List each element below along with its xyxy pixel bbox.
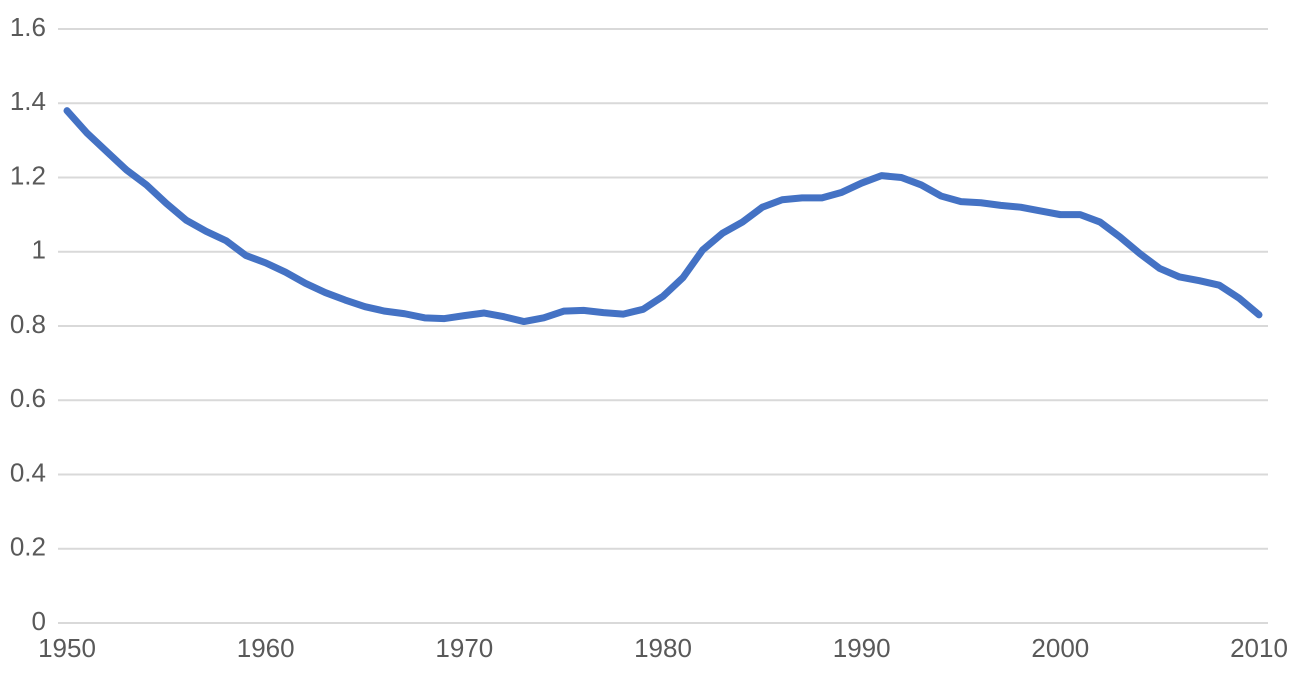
y-tick-label: 1.2 (10, 160, 46, 190)
x-tick-label: 2010 (1230, 633, 1288, 663)
y-tick-label: 0 (32, 606, 46, 636)
y-tick-label: 1.6 (10, 12, 46, 42)
x-tick-label: 1960 (237, 633, 295, 663)
y-tick-label: 1.4 (10, 86, 46, 116)
y-tick-label: 0.2 (10, 532, 46, 562)
x-tick-label: 1990 (833, 633, 891, 663)
x-tick-label: 1980 (634, 633, 692, 663)
x-tick-label: 1970 (435, 633, 493, 663)
y-tick-label: 0.8 (10, 309, 46, 339)
line (63, 107, 1263, 326)
x-tick-label: 2000 (1031, 633, 1089, 663)
x-tick-label: 1950 (38, 633, 96, 663)
y-tick-label: 0.6 (10, 383, 46, 413)
y-tick-label: 0.4 (10, 457, 46, 487)
y-tick-label: 1 (32, 235, 46, 265)
